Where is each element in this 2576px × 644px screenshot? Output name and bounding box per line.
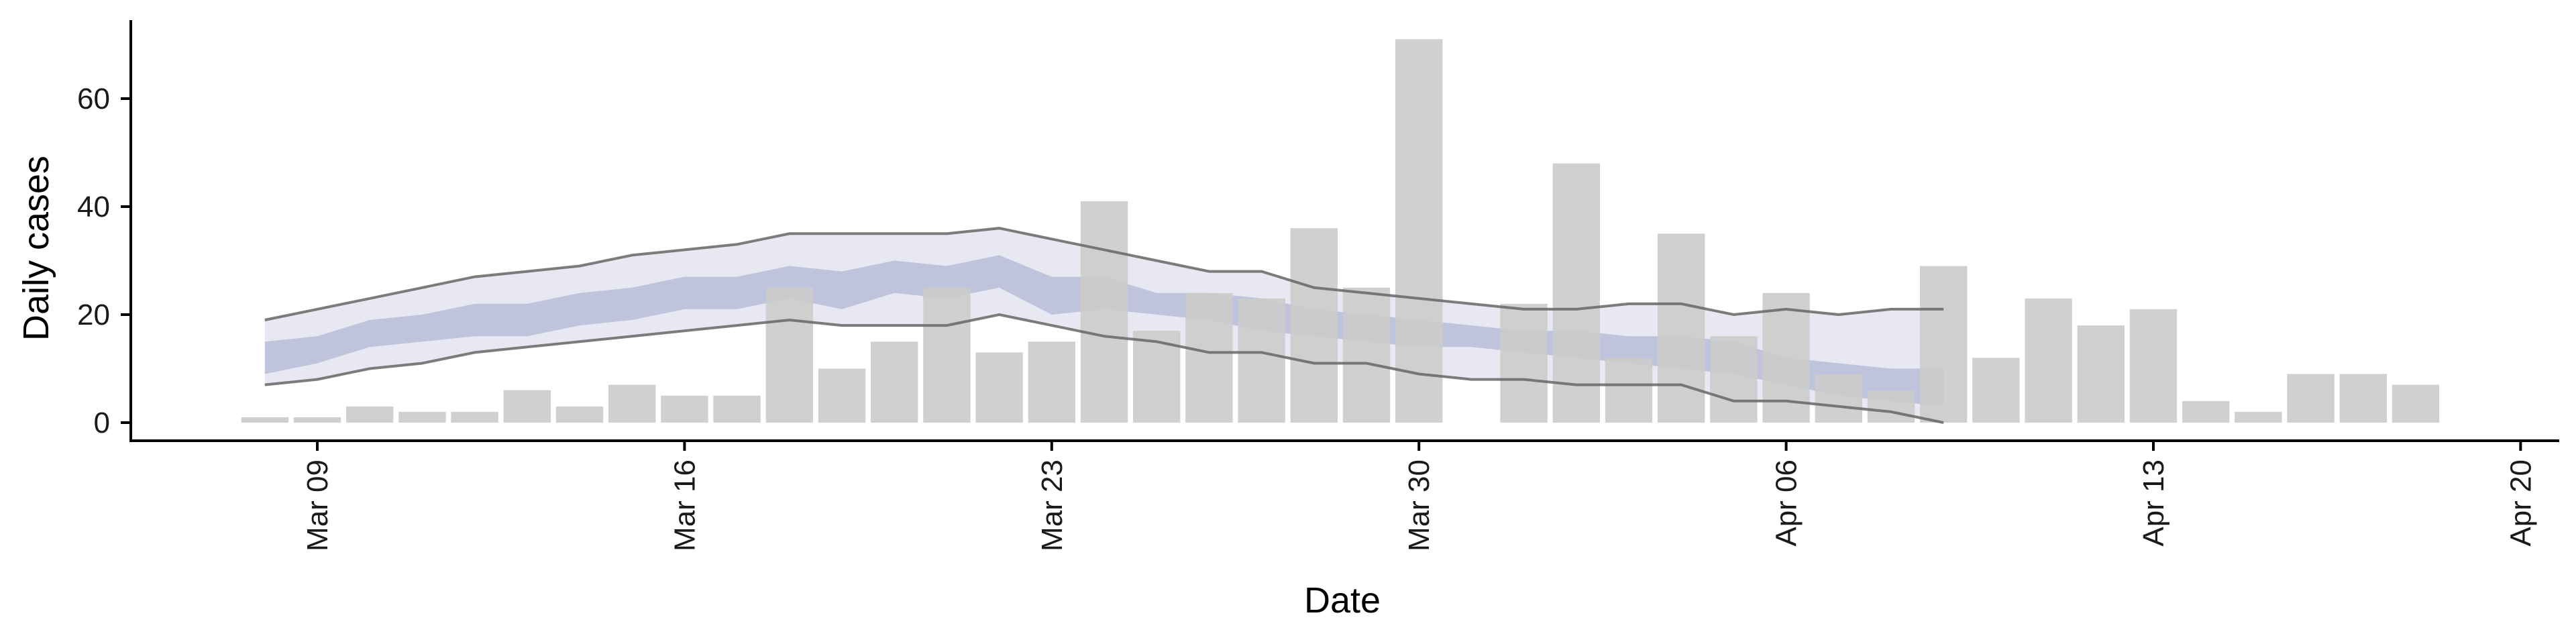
axes: 0 20 40 60 Mar 09 Mar 16 Mar 23 Mar 30 Apr 06 Apr… xyxy=(77,20,2559,551)
daily-cases-bar xyxy=(1920,266,1968,423)
daily-cases-bar xyxy=(608,384,656,423)
daily-cases-bar xyxy=(1658,233,1705,423)
daily-cases-bar xyxy=(1815,374,1862,423)
daily-cases-bar xyxy=(1342,287,1391,423)
daily-cases-bar xyxy=(1185,292,1233,423)
daily-cases-bar xyxy=(1710,336,1758,423)
daily-cases-bar xyxy=(871,341,918,423)
daily-cases-bar xyxy=(398,411,446,423)
daily-cases-bar xyxy=(2077,325,2125,423)
daily-cases-bar xyxy=(2129,309,2178,423)
y-tick-label: 0 xyxy=(94,407,110,439)
daily-cases-bar xyxy=(2025,298,2072,423)
daily-cases-bar xyxy=(2287,374,2334,423)
daily-cases-bar xyxy=(1972,358,2020,423)
daily-cases-bar xyxy=(503,390,551,423)
daily-cases-bar xyxy=(1028,341,1075,423)
x-tick-label: Mar 09 xyxy=(301,460,334,551)
x-axis-title: Date xyxy=(1304,580,1381,621)
daily-cases-bar xyxy=(1500,303,1548,423)
credible-interval-bounds xyxy=(264,227,1944,424)
inner-interval-area xyxy=(264,255,1944,407)
daily-cases-bar xyxy=(713,395,761,423)
daily-cases-bar xyxy=(1290,228,1338,423)
daily-cases-bars xyxy=(241,39,2440,423)
x-tick-label: Mar 30 xyxy=(1403,460,1436,551)
daily-cases-bar xyxy=(2182,400,2230,423)
daily-cases-bar xyxy=(2339,374,2387,423)
y-tick-label: 40 xyxy=(77,191,110,223)
daily-cases-bar xyxy=(975,352,1023,423)
daily-cases-bar xyxy=(1238,298,1285,423)
daily-cases-bar xyxy=(346,406,394,423)
daily-cases-bar xyxy=(2392,384,2440,423)
daily-cases-bar xyxy=(1867,390,1915,423)
lower-bound-line xyxy=(264,313,1944,424)
daily-cases-bar xyxy=(451,411,498,423)
daily-cases-bar xyxy=(1552,163,1600,423)
x-tick-label: Mar 16 xyxy=(668,460,701,551)
daily-cases-bar xyxy=(1080,201,1128,423)
y-axis-title: Daily cases xyxy=(16,156,56,341)
daily-cases-bar xyxy=(923,287,971,423)
daily-cases-bar xyxy=(241,417,288,423)
x-tick-label: Apr 13 xyxy=(2137,460,2170,547)
upper-bound-line xyxy=(264,227,1944,321)
x-tick-label: Apr 06 xyxy=(1770,460,1803,547)
daily-cases-bar xyxy=(2235,411,2282,423)
daily-cases-bar xyxy=(1395,39,1443,423)
daily-cases-bar xyxy=(1605,358,1653,423)
y-tick-label: 60 xyxy=(77,83,110,115)
daily-cases-bar xyxy=(765,287,813,423)
x-tick-label: Mar 23 xyxy=(1036,460,1069,551)
daily-cases-bar xyxy=(555,406,604,423)
y-tick-label: 20 xyxy=(77,299,110,331)
x-tick-label: Apr 20 xyxy=(2504,460,2537,547)
daily-cases-bar xyxy=(818,368,866,423)
daily-cases-bar xyxy=(293,417,341,423)
daily-cases-bar xyxy=(661,395,708,423)
